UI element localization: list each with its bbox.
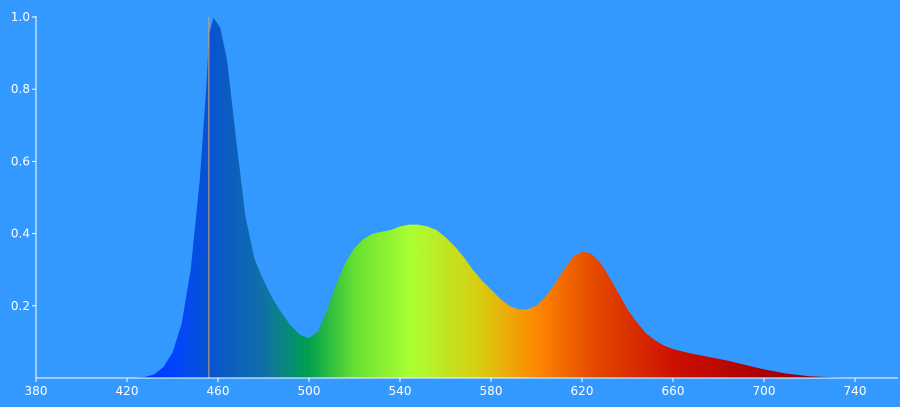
y-tick-label: 0.2 — [11, 299, 30, 313]
x-tick-label: 740 — [844, 384, 867, 398]
spectrum-area-layer — [36, 17, 878, 378]
x-tick-label: 420 — [116, 384, 139, 398]
y-tick-label: 1.0 — [11, 10, 30, 24]
x-ticks: 380 420 460 500 540 580 620 660 700 740 — [25, 378, 867, 398]
x-tick-label: 380 — [25, 384, 48, 398]
x-tick-label: 620 — [571, 384, 594, 398]
y-tick-label: 0.4 — [11, 227, 30, 241]
y-tick-label: 0.8 — [11, 82, 30, 96]
x-tick-label: 660 — [662, 384, 685, 398]
x-tick-label: 700 — [753, 384, 776, 398]
x-tick-label: 580 — [480, 384, 503, 398]
x-tick-label: 540 — [389, 384, 412, 398]
axes — [35, 16, 898, 379]
y-tick-label: 0.6 — [11, 154, 30, 168]
x-tick-label: 500 — [298, 384, 321, 398]
x-tick-label: 460 — [207, 384, 230, 398]
y-ticks: 0.2 0.4 0.6 0.8 1.0 — [11, 10, 36, 313]
spectrum-area — [36, 17, 878, 378]
